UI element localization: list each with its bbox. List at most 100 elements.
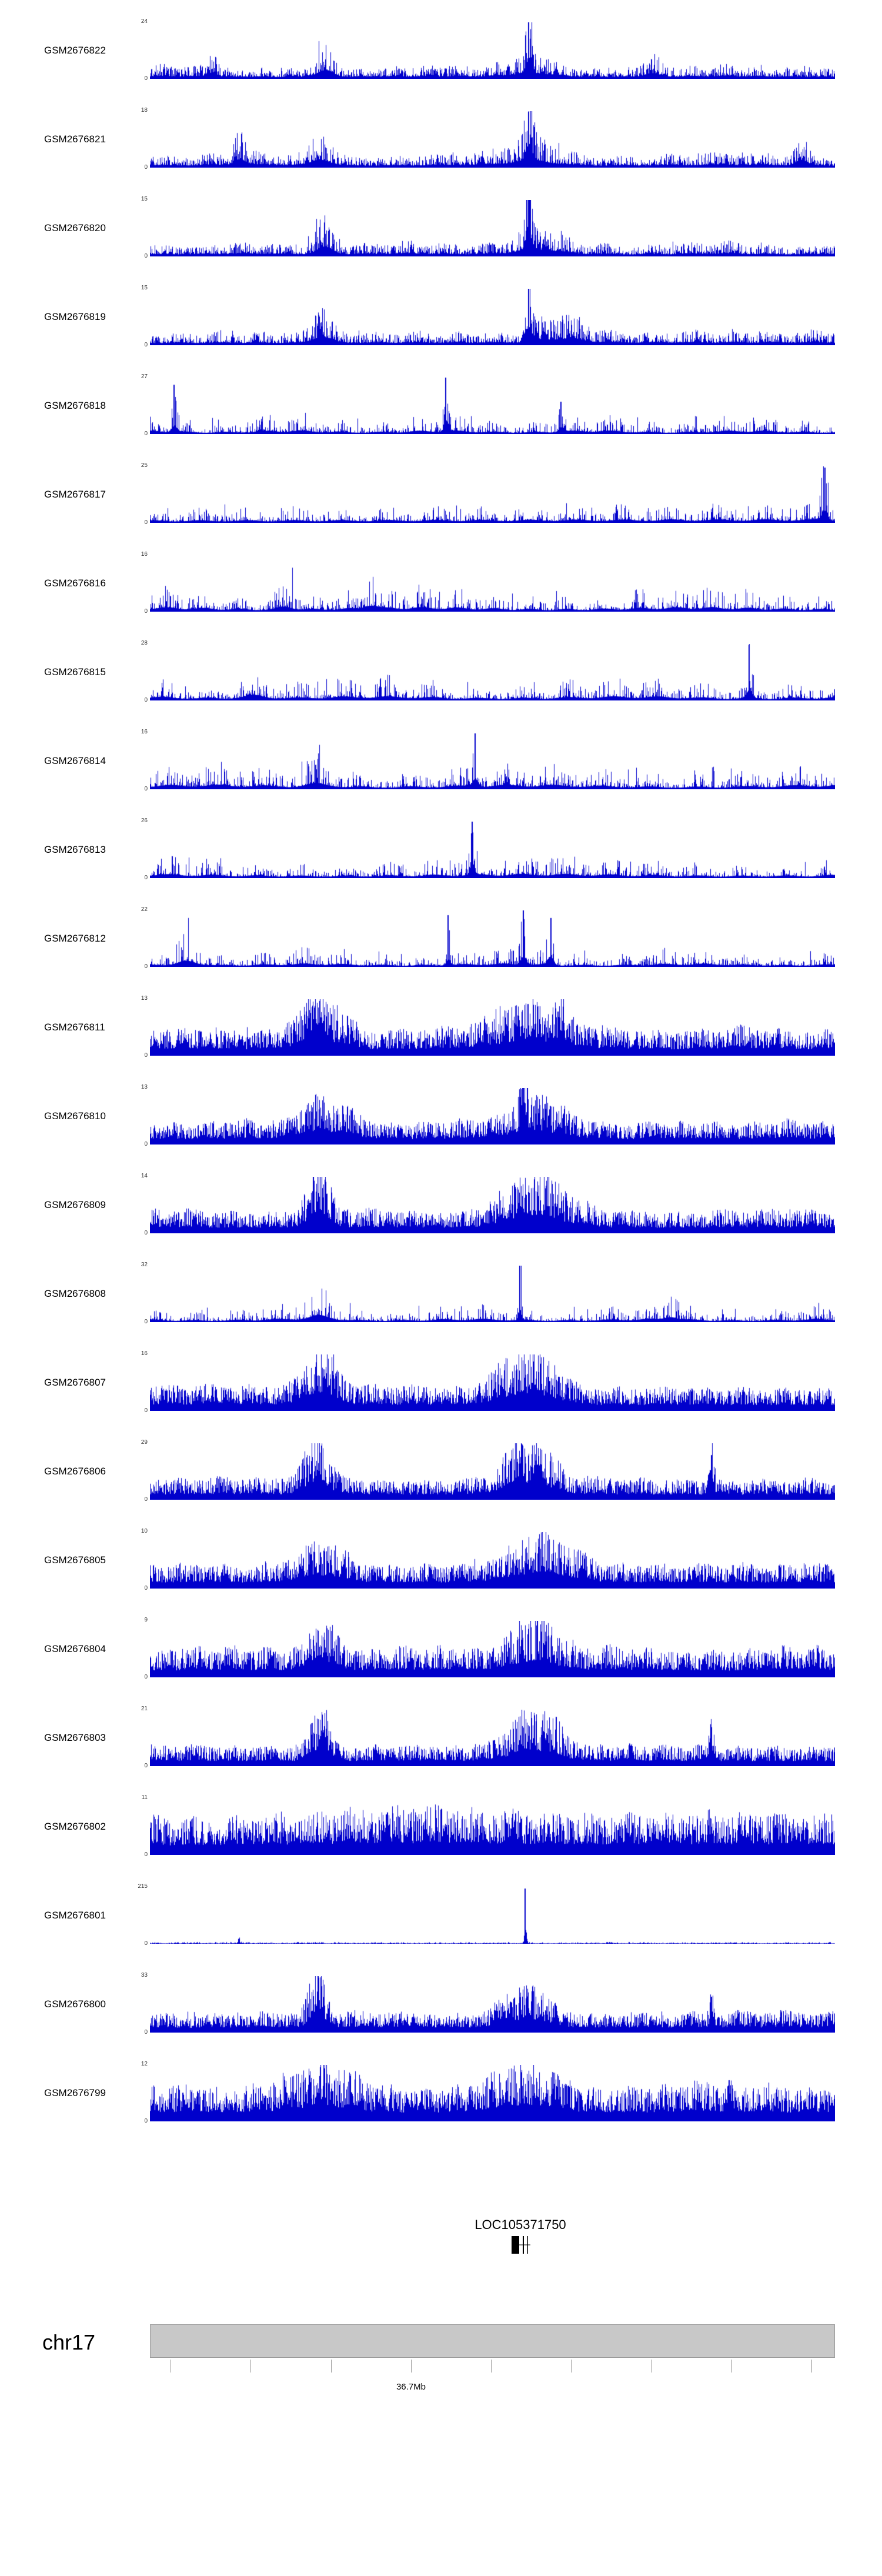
track-row: GSM2676807 16 0 xyxy=(0,1350,882,1442)
sample-label: GSM2676803 xyxy=(44,1732,106,1743)
sample-label: GSM2676812 xyxy=(44,933,106,944)
y-axis-max-label: 33 xyxy=(141,1972,148,1978)
sample-label: GSM2676806 xyxy=(44,1466,106,1477)
sample-label: GSM2676819 xyxy=(44,311,106,322)
track-row: GSM2676820 15 0 xyxy=(0,196,882,288)
y-axis-max-label: 15 xyxy=(141,196,148,202)
y-axis-zero-label: 0 xyxy=(144,1052,148,1059)
sample-label: GSM2676804 xyxy=(44,1643,106,1654)
y-axis-max-label: 10 xyxy=(141,1528,148,1534)
gene-model xyxy=(512,2236,530,2254)
coverage-signal-canvas xyxy=(150,555,835,612)
track-row: GSM2676800 33 0 xyxy=(0,1972,882,2064)
y-axis-max-label: 32 xyxy=(141,1262,148,1268)
coverage-signal-canvas xyxy=(150,1976,835,2033)
y-axis-max-label: 13 xyxy=(141,995,148,1002)
coordinate-ruler xyxy=(150,2360,835,2376)
coverage-signal-canvas xyxy=(150,22,835,79)
coverage-signal-canvas xyxy=(150,1177,835,1233)
y-axis-zero-label: 0 xyxy=(144,875,148,881)
track-row: GSM2676808 32 0 xyxy=(0,1262,882,1353)
sample-label: GSM2676799 xyxy=(44,2087,106,2098)
y-axis-max-label: 22 xyxy=(141,906,148,913)
track-row: GSM2676817 25 0 xyxy=(0,462,882,554)
signal-plot: 27 0 xyxy=(141,373,835,437)
signal-plot: 13 0 xyxy=(141,1084,835,1147)
track-row: GSM2676806 29 0 xyxy=(0,1439,882,1531)
track-row: GSM2676818 27 0 xyxy=(0,373,882,465)
sample-label: GSM2676821 xyxy=(44,134,106,145)
y-axis-max-label: 26 xyxy=(141,817,148,824)
y-axis-max-label: 28 xyxy=(141,640,148,646)
sample-label: GSM2676811 xyxy=(44,1022,105,1033)
sample-label: GSM2676809 xyxy=(44,1199,106,1210)
sample-label: GSM2676808 xyxy=(44,1288,106,1299)
coverage-signal-canvas xyxy=(150,378,835,434)
y-axis-zero-label: 0 xyxy=(144,1763,148,1769)
coverage-signal-canvas xyxy=(150,1710,835,1766)
signal-plot: 15 0 xyxy=(141,285,835,348)
signal-plot: 22 0 xyxy=(141,906,835,970)
signal-plot: 12 0 xyxy=(141,2061,835,2124)
sample-label: GSM2676813 xyxy=(44,844,106,855)
y-axis-zero-label: 0 xyxy=(144,1496,148,1503)
track-list: GSM2676822 24 0 GSM2676821 18 0 GSM26768… xyxy=(0,18,882,2153)
track-row: GSM2676805 10 0 xyxy=(0,1528,882,1620)
y-axis-max-label: 9 xyxy=(144,1617,148,1623)
coverage-signal-canvas xyxy=(150,1621,835,1677)
coverage-signal-canvas xyxy=(150,111,835,168)
sample-label: GSM2676815 xyxy=(44,666,106,678)
sample-label: GSM2676807 xyxy=(44,1377,106,1388)
y-axis-max-label: 16 xyxy=(141,1350,148,1357)
gene-label: LOC105371750 xyxy=(475,2217,566,2232)
ruler-tick xyxy=(571,2360,572,2373)
track-row: GSM2676799 12 0 xyxy=(0,2061,882,2153)
sample-label: GSM2676817 xyxy=(44,489,106,500)
track-row: GSM2676810 13 0 xyxy=(0,1084,882,1176)
signal-plot: 25 0 xyxy=(141,462,835,526)
signal-plot: 16 0 xyxy=(141,1350,835,1414)
coverage-signal-canvas xyxy=(150,1887,835,1944)
y-axis-zero-label: 0 xyxy=(144,75,148,82)
y-axis-zero-label: 0 xyxy=(144,519,148,526)
coverage-signal-canvas xyxy=(150,1088,835,1144)
track-row: GSM2676803 21 0 xyxy=(0,1706,882,1797)
y-axis-zero-label: 0 xyxy=(144,1585,148,1591)
y-axis-zero-label: 0 xyxy=(144,342,148,348)
track-row: GSM2676814 16 0 xyxy=(0,729,882,820)
track-row: GSM2676811 13 0 xyxy=(0,995,882,1087)
signal-plot: 14 0 xyxy=(141,1173,835,1236)
coordinate-label: 36.7Mb xyxy=(396,2382,426,2392)
coverage-signal-canvas xyxy=(150,466,835,523)
signal-plot: 24 0 xyxy=(141,18,835,82)
signal-plot: 18 0 xyxy=(141,107,835,171)
coverage-signal-canvas xyxy=(150,1532,835,1589)
sample-label: GSM2676801 xyxy=(44,1910,106,1921)
y-axis-zero-label: 0 xyxy=(144,1141,148,1147)
coverage-signal-canvas xyxy=(150,1798,835,1855)
coverage-signal-canvas xyxy=(150,999,835,1056)
y-axis-max-label: 13 xyxy=(141,1084,148,1090)
signal-plot: 21 0 xyxy=(141,1706,835,1769)
signal-plot: 32 0 xyxy=(141,1262,835,1325)
coverage-signal-canvas xyxy=(150,644,835,700)
y-axis-max-label: 25 xyxy=(141,462,148,469)
ruler-tick xyxy=(411,2360,412,2373)
y-axis-zero-label: 0 xyxy=(144,1674,148,1680)
signal-plot: 13 0 xyxy=(141,995,835,1059)
y-axis-max-label: 215 xyxy=(138,1883,148,1890)
sample-label: GSM2676816 xyxy=(44,578,106,589)
y-axis-zero-label: 0 xyxy=(144,2118,148,2124)
signal-plot: 215 0 xyxy=(138,1883,835,1947)
signal-plot: 29 0 xyxy=(141,1439,835,1503)
signal-plot: 16 0 xyxy=(141,729,835,792)
sample-label: GSM2676805 xyxy=(44,1554,106,1566)
signal-plot: 28 0 xyxy=(141,640,835,703)
coverage-signal-canvas xyxy=(150,733,835,789)
y-axis-max-label: 29 xyxy=(141,1439,148,1446)
y-axis-max-label: 18 xyxy=(141,107,148,114)
y-axis-max-label: 24 xyxy=(141,18,148,25)
y-axis-zero-label: 0 xyxy=(144,1940,148,1947)
y-axis-max-label: 12 xyxy=(141,2061,148,2067)
sample-label: GSM2676800 xyxy=(44,1998,106,2010)
